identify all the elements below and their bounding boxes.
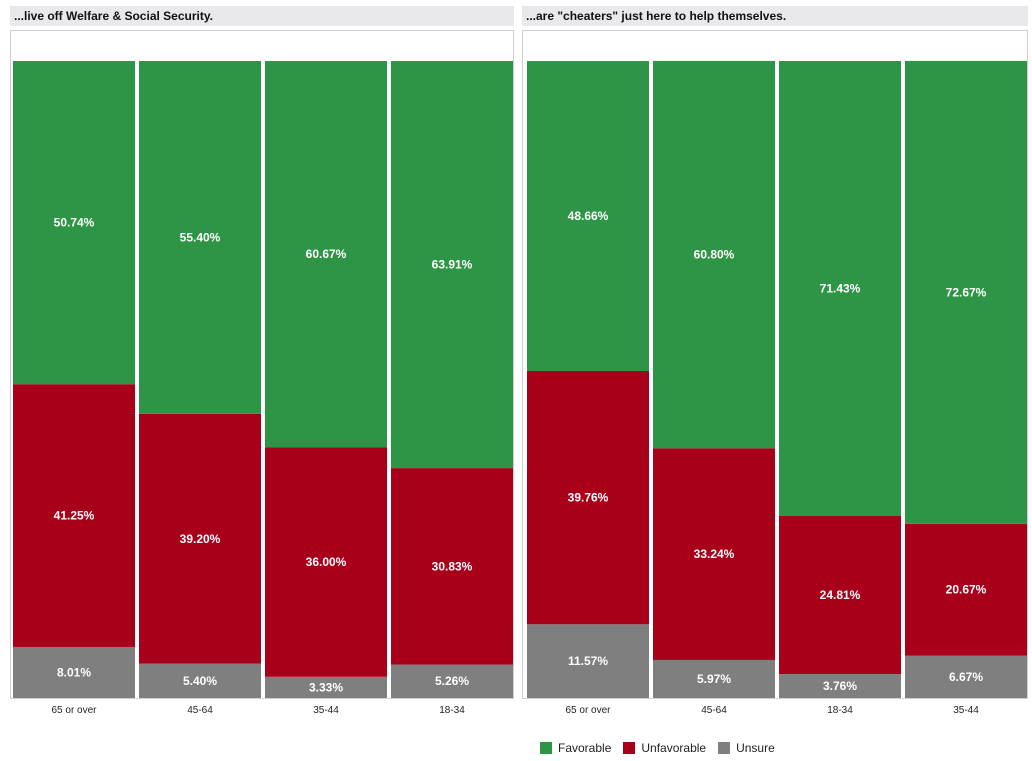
bar-favorable-1-3	[905, 60, 1027, 524]
legend-label-unsure: Unsure	[736, 741, 775, 755]
chart-panel-0: 8.01% 41.25% 50.74% 65 or over 5.40% 39.20% 55…	[13, 61, 513, 716]
data-label-unsure-0-3: 5.26%	[435, 674, 469, 688]
legend-label-unfavorable: Unfavorable	[641, 741, 707, 755]
chart-panel-1: 11.57% 39.76% 48.66% 65 or over 5.97% 33.24% 6…	[527, 60, 1027, 716]
data-label-unfavorable-0-2: 36.00%	[306, 555, 347, 569]
legend-swatch-unsure	[718, 742, 731, 754]
bar-favorable-1-1	[653, 60, 775, 449]
data-label-unsure-1-0: 11.57%	[568, 654, 608, 668]
left-panel-title: ...live off Welfare & Social Security.	[10, 6, 514, 26]
data-label-unsure-1-1: 5.97%	[697, 672, 731, 686]
data-label-unfavorable-0-0: 41.25%	[54, 509, 95, 523]
bar-favorable-0-3	[391, 61, 513, 469]
data-label-favorable-1-1: 60.80%	[694, 248, 735, 262]
bar-unsure-1-1	[653, 659, 775, 698]
data-label-unsure-0-1: 5.40%	[183, 674, 217, 688]
bar-unsure-1-0	[527, 624, 649, 698]
legend-item-unfavorable: Unfavorable	[623, 741, 706, 755]
legend: Favorable Unfavorable Unsure	[540, 740, 787, 756]
legend-swatch-favorable	[540, 742, 552, 754]
legend-item-unsure: Unsure	[718, 741, 775, 755]
data-label-unfavorable-0-1: 39.20%	[180, 532, 221, 546]
bar-unfavorable-0-0	[13, 384, 135, 647]
bar-unsure-0-0	[13, 646, 135, 698]
x-tick-label-1-0: 65 or over	[565, 705, 611, 716]
bar-unfavorable-0-2	[265, 447, 387, 677]
data-label-favorable-1-3: 72.67%	[946, 285, 987, 299]
data-label-unfavorable-1-1: 33.24%	[694, 547, 735, 561]
bar-favorable-1-2	[779, 61, 901, 517]
data-label-favorable-0-3: 63.91%	[432, 258, 473, 272]
data-label-unfavorable-1-0: 39.76%	[568, 491, 609, 505]
bar-unsure-0-1	[139, 663, 261, 698]
data-label-unsure-1-2: 3.76%	[823, 679, 857, 693]
x-tick-label-0-1: 45-64	[187, 705, 213, 716]
data-label-unsure-0-0: 8.01%	[57, 665, 91, 679]
bar-unfavorable-1-3	[905, 523, 1027, 656]
bar-favorable-0-0	[13, 61, 135, 385]
legend-swatch-unfavorable	[623, 742, 636, 754]
bar-unfavorable-1-0	[527, 371, 649, 625]
x-tick-label-1-3: 35-44	[953, 705, 979, 716]
bar-unsure-0-3	[391, 664, 513, 698]
bar-unfavorable-1-1	[653, 448, 775, 660]
bar-favorable-1-0	[527, 61, 649, 372]
bar-unfavorable-1-2	[779, 516, 901, 675]
legend-label-favorable: Favorable	[558, 741, 612, 755]
data-label-favorable-1-2: 71.43%	[820, 282, 861, 296]
legend-item-favorable: Favorable	[540, 741, 611, 755]
bar-favorable-0-1	[139, 61, 261, 414]
x-tick-label-0-3: 18-34	[439, 705, 465, 716]
right-panel-title: ...are "cheaters" just here to help them…	[522, 6, 1028, 26]
bar-unsure-0-2	[265, 676, 387, 698]
x-tick-label-0-2: 35-44	[313, 705, 339, 716]
bar-unsure-1-2	[779, 674, 901, 698]
data-label-unsure-0-2: 3.33%	[309, 680, 343, 694]
data-label-favorable-0-0: 50.74%	[54, 216, 95, 230]
x-tick-label-1-2: 18-34	[827, 705, 853, 716]
data-label-unsure-1-3: 6.67%	[949, 670, 983, 684]
data-label-favorable-0-2: 60.67%	[306, 247, 347, 261]
bar-unsure-1-3	[905, 655, 1027, 698]
data-label-favorable-0-1: 55.40%	[180, 230, 221, 244]
x-tick-label-0-0: 65 or over	[51, 705, 97, 716]
bar-unfavorable-0-3	[391, 468, 513, 665]
bar-unfavorable-0-1	[139, 413, 261, 664]
data-label-unfavorable-1-3: 20.67%	[946, 583, 987, 597]
x-tick-label-1-1: 45-64	[701, 705, 727, 716]
data-label-unfavorable-1-2: 24.81%	[820, 588, 861, 602]
data-label-unfavorable-0-3: 30.83%	[432, 559, 473, 573]
data-label-favorable-1-0: 48.66%	[568, 209, 609, 223]
bar-favorable-0-2	[265, 61, 387, 448]
